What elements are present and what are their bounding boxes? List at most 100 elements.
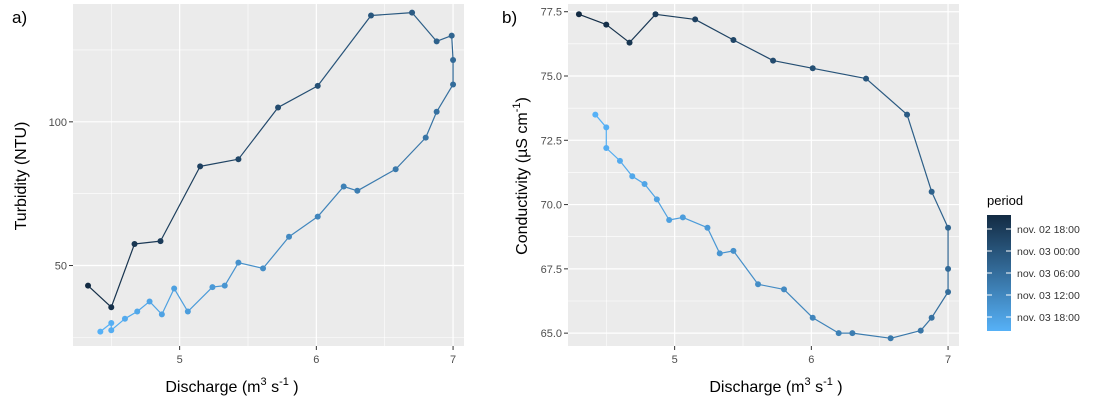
panel-b-path-segment — [865, 78, 908, 116]
panel-b-x-tick-label: 5 — [672, 354, 678, 366]
panel-a-data-point — [108, 327, 115, 334]
panel-a-y-axis-title: Turbidity (NTU) — [13, 122, 30, 231]
panel-b-data-point — [781, 286, 788, 293]
panel-b-data-point — [809, 314, 816, 321]
panel-b-path-segment — [694, 18, 734, 41]
panel-a-path-segment — [425, 111, 438, 138]
panel-a-path-segment — [161, 288, 175, 315]
panel-b-data-point — [592, 111, 599, 118]
panel-a-data-point — [171, 285, 178, 292]
panel-a-data-point — [184, 308, 191, 315]
panel-b-data-point — [809, 65, 816, 72]
panel-a-x-tick-label: 7 — [450, 354, 456, 366]
panel-b-path-segment — [682, 216, 708, 229]
panel-a-path-segment — [317, 186, 345, 218]
panel-b-data-point — [603, 21, 610, 28]
panel-a-series — [85, 9, 457, 335]
panel-a-data-point — [97, 328, 104, 335]
legend-label: nov. 03 00:00 — [1017, 246, 1080, 258]
panel-b-data-point — [917, 327, 924, 334]
panel-a-path-segment — [237, 107, 279, 160]
panel-b-y-ticks: 65.0 67.5 70.0 72.5 75.0 77.5 — [541, 7, 568, 340]
panel-b-path-segment — [772, 59, 813, 69]
panel-a-data-point — [448, 32, 455, 39]
panel-b-data-point — [887, 335, 894, 342]
panel-a-path-segment — [277, 85, 319, 108]
panel-a-data-point — [286, 233, 293, 240]
panel-b-path-segment — [656, 199, 670, 221]
panel-a-path-segment — [200, 158, 239, 167]
panel-b-data-point — [945, 265, 952, 272]
panel-b-path-segment — [757, 283, 785, 291]
panel-a-path-segment — [159, 166, 201, 242]
panel-b-data-point — [770, 57, 777, 64]
legend-labels: nov. 02 18:00 nov. 03 00:00 nov. 03 06:00 n… — [987, 224, 1080, 324]
panel-a-plot-area — [73, 4, 464, 346]
panel-b-data-point — [730, 37, 737, 43]
panel-a-data-point — [433, 108, 440, 115]
panel-a-data-point — [158, 311, 165, 318]
panel-a-data-point — [450, 81, 457, 88]
panel-a-data-point — [275, 104, 282, 111]
panel-b-series — [575, 11, 952, 342]
panel-a-data-point — [433, 38, 440, 45]
panel-a-turbidity-chart: a) 50 100 5 6 7 Discharge (m3 s-1 ) Turbidi… — [12, 4, 464, 396]
panel-b-path-segment — [890, 329, 921, 339]
panel-b-label: b) — [502, 8, 517, 27]
panel-b-data-point — [904, 111, 911, 118]
panel-b-data-point — [629, 173, 636, 180]
panel-b-path-segment — [629, 13, 656, 43]
panel-b-data-point — [945, 224, 952, 231]
panel-a-path-segment — [173, 288, 189, 312]
panel-b-path-segment — [812, 317, 839, 334]
panel-a-data-point — [422, 134, 429, 141]
panel-b-x-axis-title: Discharge (m3 s-1 ) — [709, 376, 842, 396]
panel-b-path-segment — [733, 39, 774, 62]
panel-b-x-tick-label: 6 — [808, 354, 814, 366]
panel-b-path-segment — [783, 289, 814, 319]
panel-a-data-point — [146, 298, 153, 305]
panel-b-data-point — [716, 250, 723, 257]
panel-a-path-segment — [87, 285, 112, 308]
panel-a-data-point — [409, 9, 416, 16]
panel-a-data-point — [209, 284, 216, 291]
panel-a-path-segment — [238, 262, 264, 269]
panel-a-x-tick-label: 5 — [177, 354, 183, 366]
panel-b-y-tick-label: 77.5 — [541, 7, 562, 19]
panel-b-data-point — [652, 11, 659, 18]
panel-a-data-point — [368, 12, 375, 19]
panel-b-data-point — [928, 188, 935, 195]
panel-b-path-segment — [852, 332, 891, 339]
panel-b-data-point — [603, 124, 610, 131]
panel-b-data-point — [666, 217, 673, 223]
panel-b-data-point — [863, 75, 870, 82]
panel-b-y-axis-title: Conductivity (µS cm-1) — [511, 97, 531, 255]
panel-b-data-point — [626, 39, 633, 46]
panel-b-data-point — [575, 11, 582, 18]
panel-b-data-point — [653, 196, 660, 203]
panel-b-data-point — [679, 214, 686, 221]
panel-b-conductivity-chart: b) 65.0 67.5 70.0 72.5 75.0 77.5 5 6 7 Discharg… — [502, 4, 959, 396]
panel-b-path-segment — [906, 114, 933, 192]
panel-a-path-segment — [288, 216, 319, 238]
panel-a-data-point — [134, 308, 141, 315]
panel-a-path-segment — [370, 12, 413, 17]
panel-b-y-tick-label: 70.0 — [541, 200, 562, 212]
panel-b-x-tick-label: 7 — [945, 354, 951, 366]
color-legend: period nov. 02 18:00 nov. 03 00:00 nov. 03… — [987, 193, 1080, 331]
panel-b-path-segment — [931, 191, 949, 228]
panel-b-path-segment — [605, 24, 630, 44]
panel-b-path-segment — [619, 160, 633, 177]
panel-a-path-segment — [134, 240, 161, 245]
panel-a-y-tick-label: 50 — [55, 261, 67, 273]
panel-b-data-point — [755, 281, 762, 288]
panel-b-data-point — [945, 289, 952, 295]
panel-a-data-point — [108, 304, 115, 311]
panel-a-data-point — [157, 238, 164, 245]
panel-a-data-point — [235, 259, 242, 266]
legend-label: nov. 03 18:00 — [1017, 312, 1080, 324]
panel-a-path-segment — [395, 137, 427, 170]
panel-b-y-tick-label: 72.5 — [541, 135, 562, 147]
panel-a-grid — [73, 4, 464, 346]
